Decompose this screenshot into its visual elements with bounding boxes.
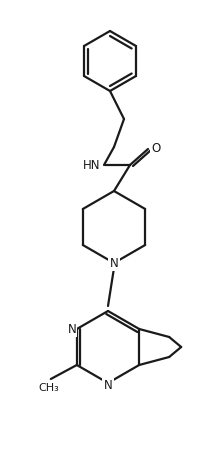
Text: N: N — [67, 323, 76, 336]
Text: N: N — [110, 257, 118, 270]
Text: N: N — [104, 379, 112, 391]
Text: O: O — [151, 142, 161, 155]
Text: HN: HN — [83, 159, 101, 172]
Text: CH₃: CH₃ — [38, 382, 59, 392]
